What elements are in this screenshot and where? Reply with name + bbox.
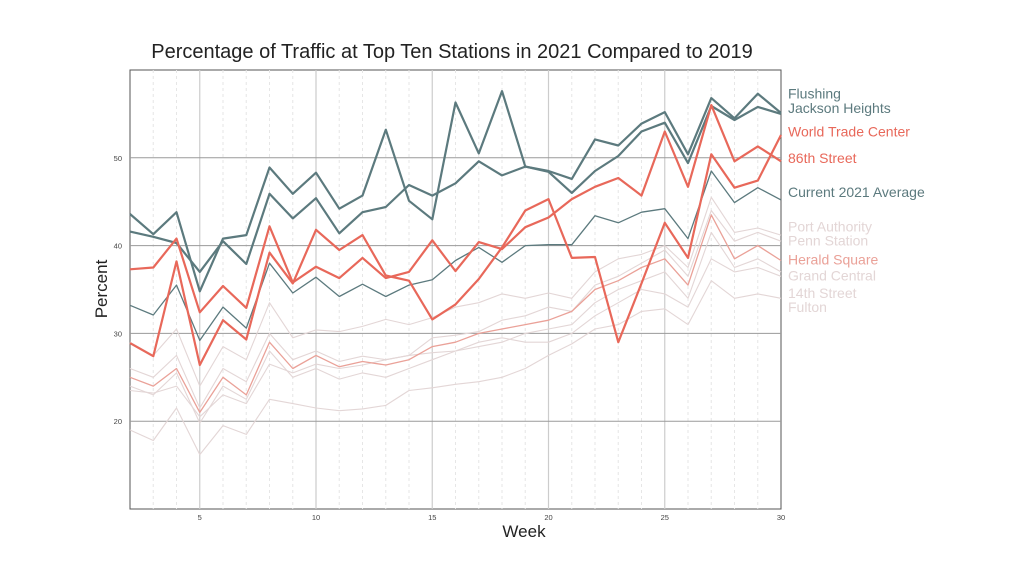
y-tick-label: 50	[114, 154, 122, 163]
series-line	[129, 89, 782, 293]
series-line	[129, 103, 782, 314]
series-label: Jackson Heights	[788, 100, 891, 116]
series-line	[129, 258, 782, 418]
x-tick-label: 25	[661, 513, 669, 522]
series-label: Penn Station	[788, 232, 868, 248]
chart-title: Percentage of Traffic at Top Ten Station…	[151, 41, 753, 63]
y-tick-label: 40	[114, 242, 122, 251]
y-axis-title: Percent	[92, 259, 111, 318]
y-tick-label: 20	[114, 417, 122, 426]
x-tick-label: 5	[198, 513, 202, 522]
x-axis-title: Week	[502, 522, 546, 541]
series-label: World Trade Center	[788, 123, 910, 139]
x-tick-label: 30	[777, 513, 785, 522]
series-line	[129, 209, 782, 409]
y-tick-label: 30	[114, 329, 122, 338]
series-label: Flushing	[788, 86, 841, 102]
series-line	[129, 134, 782, 367]
series-line	[129, 170, 782, 342]
series-lines	[129, 89, 782, 456]
x-tick-label: 10	[312, 513, 320, 522]
gridlines	[130, 70, 781, 509]
series-label: Herald Square	[788, 252, 878, 268]
series-line	[129, 104, 782, 273]
series-label: 86th Street	[788, 150, 857, 166]
tick-labels: 5 10 15 20 25 30 20 30 40 50	[114, 154, 786, 522]
series-label: 14th Street	[788, 285, 857, 301]
series-label: Current 2021 Average	[788, 184, 925, 200]
series-line	[129, 280, 782, 456]
series-line	[129, 214, 782, 414]
x-tick-label: 15	[428, 513, 436, 522]
series-label: Grand Central	[788, 267, 876, 283]
series-label: Fulton	[788, 299, 827, 315]
series-label: Port Authority	[788, 218, 872, 234]
series-line	[129, 196, 782, 387]
x-tick-label: 20	[544, 513, 552, 522]
